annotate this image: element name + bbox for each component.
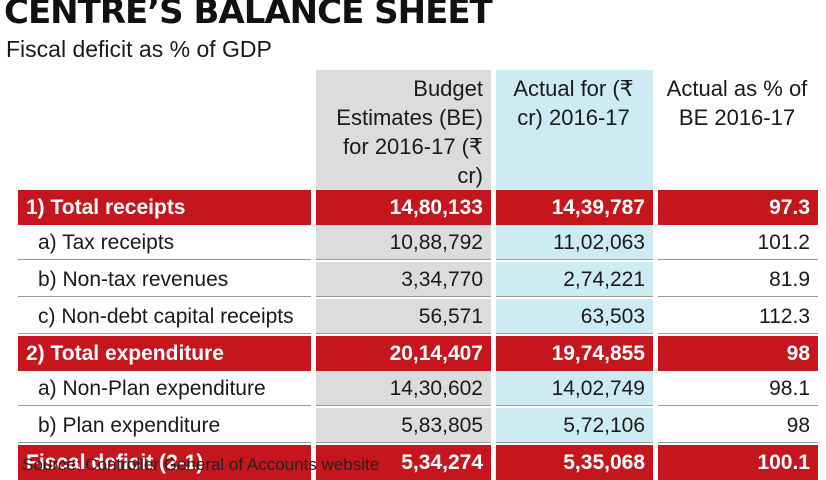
cell-actual: 11,02,063 [491,225,653,262]
header-row: Budget Estimates (BE) for 2016-17 (₹ cr)… [18,70,818,190]
cell-actual-pct: 112.3 [653,299,818,336]
total-row: 2) Total expenditure 20,14,407 19,74,855 98 [18,336,818,371]
row-label: 1) Total receipts [18,190,311,225]
table-row: a) Tax receipts 10,88,792 11,02,063 101.2 [18,225,818,262]
row-label: 2) Total expenditure [18,336,311,371]
header-label [18,70,311,190]
chart-subtitle: Fiscal deficit as % of GDP [6,36,272,62]
header-actual-pct: Actual as % of BE 2016-17 [653,70,818,190]
table-row: c) Non-debt capital receipts 56,571 63,503… [18,299,818,336]
cell-actual-pct: 81.9 [653,262,818,299]
table-body: 1) Total receipts 14,80,133 14,39,787 97.3 a… [18,190,818,480]
balance-sheet-table: Budget Estimates (BE) for 2016-17 (₹ cr)… [18,70,818,480]
cell-actual-pct: 98 [653,408,818,445]
row-label: a) Non-Plan expenditure [18,371,311,408]
cell-actual-pct: 98.1 [653,371,818,408]
cell-actual-pct: 97.3 [653,190,818,225]
cell-budget-estimate: 10,88,792 [311,225,491,262]
table-row: a) Non-Plan expenditure 14,30,602 14,02,74… [18,371,818,408]
cell-actual-pct: 101.2 [653,225,818,262]
cell-actual: 2,74,221 [491,262,653,299]
cell-actual-pct: 100.1 [653,445,818,480]
cell-actual: 19,74,855 [491,336,653,371]
table-row: b) Non-tax revenues 3,34,770 2,74,221 81.9 [18,262,818,299]
row-label: a) Tax receipts [18,225,311,262]
table-row: b) Plan expenditure 5,83,805 5,72,106 98 [18,408,818,445]
cell-actual: 63,503 [491,299,653,336]
cell-budget-estimate: 14,80,133 [311,190,491,225]
header-actual: Actual for (₹ cr) 2016-17 [491,70,653,190]
cell-actual: 5,72,106 [491,408,653,445]
total-row: 1) Total receipts 14,80,133 14,39,787 97.3 [18,190,818,225]
cell-actual: 14,02,749 [491,371,653,408]
cell-budget-estimate: 3,34,770 [311,262,491,299]
cell-actual: 14,39,787 [491,190,653,225]
source-note: Source: Controller General of Accounts w… [22,455,380,474]
cell-budget-estimate: 5,83,805 [311,408,491,445]
cell-budget-estimate: 14,30,602 [311,371,491,408]
header-budget-estimates: Budget Estimates (BE) for 2016-17 (₹ cr) [311,70,491,190]
row-label: b) Plan expenditure [18,408,311,445]
row-label: c) Non-debt capital receipts [18,299,311,336]
cell-actual-pct: 98 [653,336,818,371]
row-label: b) Non-tax revenues [18,262,311,299]
cell-budget-estimate: 20,14,407 [311,336,491,371]
chart-title: CENTRE’S BALANCE SHEET [4,0,493,32]
cell-actual: 5,35,068 [491,445,653,480]
cell-budget-estimate: 56,571 [311,299,491,336]
